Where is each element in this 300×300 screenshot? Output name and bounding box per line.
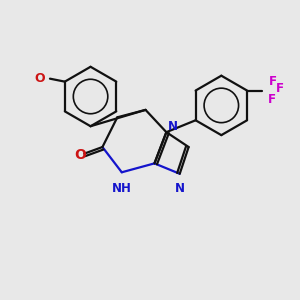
Text: N: N bbox=[175, 182, 185, 195]
Text: N: N bbox=[168, 120, 178, 133]
Text: NH: NH bbox=[112, 182, 132, 195]
Text: O: O bbox=[35, 72, 46, 85]
Text: O: O bbox=[74, 148, 86, 161]
Text: F: F bbox=[276, 82, 284, 95]
Text: F: F bbox=[268, 93, 276, 106]
Text: F: F bbox=[269, 74, 277, 88]
